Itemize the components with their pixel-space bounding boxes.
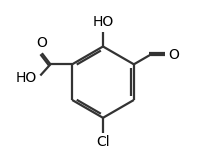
Text: O: O — [168, 48, 179, 62]
Text: Cl: Cl — [96, 135, 110, 149]
Text: O: O — [36, 36, 47, 50]
Text: HO: HO — [92, 16, 114, 29]
Text: HO: HO — [16, 71, 37, 85]
